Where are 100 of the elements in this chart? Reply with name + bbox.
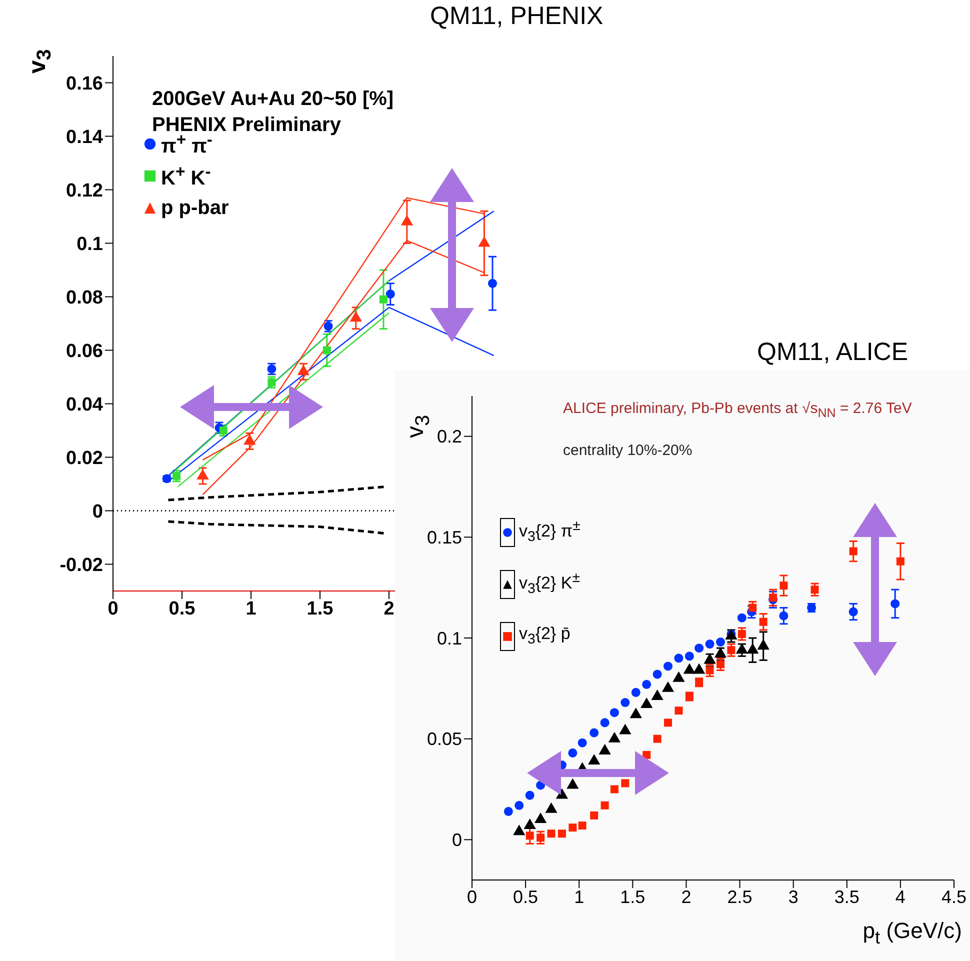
point: [322, 346, 331, 354]
point: [738, 630, 746, 638]
x-tick-label: 0.5: [513, 886, 538, 907]
point: [558, 830, 566, 838]
point: [610, 708, 619, 718]
point: [768, 594, 777, 602]
legend-label: v$_{3}${2} π$^{±}$: [519, 518, 580, 546]
point: [400, 214, 414, 226]
point: [386, 290, 395, 299]
y-tick-label: 0: [92, 501, 103, 522]
point: [694, 644, 704, 653]
y-tick-label: 0.16: [66, 73, 103, 94]
point: [488, 278, 498, 288]
point: [556, 788, 568, 799]
point: [684, 652, 694, 661]
point: [545, 802, 558, 813]
point: [727, 646, 736, 654]
x-tick-label: 1.5: [620, 886, 646, 907]
point: [652, 670, 662, 679]
x-tick-label: 3: [788, 886, 798, 907]
point: [683, 663, 696, 674]
point: [705, 640, 714, 649]
point: [664, 718, 672, 727]
point: [297, 364, 310, 376]
point: [674, 654, 684, 663]
x-tick-label: 2: [681, 886, 692, 907]
annotation: ALICE preliminary, Pb-Pb events at √s$_{NN}$ = 2.76 TeV: [563, 400, 912, 420]
chart-title: QM11, PHENIX: [430, 2, 604, 31]
point: [848, 607, 858, 616]
point: [350, 311, 362, 322]
point: [578, 822, 586, 830]
point: [600, 718, 610, 728]
y-tick-label: 0.08: [66, 287, 103, 308]
point: [779, 611, 788, 620]
point: [642, 680, 652, 689]
x-tick-label: 4: [895, 886, 906, 907]
point: [672, 671, 685, 682]
point: [590, 728, 599, 738]
point: [478, 236, 490, 247]
x-tick-label: 3.5: [834, 886, 860, 907]
point: [379, 295, 388, 304]
point: [526, 832, 534, 840]
x-tick-label: 4.5: [941, 886, 967, 907]
y-tick-label: 0.06: [66, 340, 103, 362]
point: [630, 708, 642, 718]
point: [631, 688, 640, 697]
point: [536, 834, 545, 842]
point: [619, 724, 632, 734]
point: [621, 779, 630, 788]
point: [600, 801, 609, 810]
point: [896, 557, 904, 566]
y-tick-label: -0.02: [60, 554, 103, 576]
x-axis-title: p$_{t}$ (GeV/c): [862, 918, 962, 948]
point: [890, 599, 900, 608]
y-tick-label: 0.14: [66, 126, 104, 148]
y-tick-label: 0.2: [436, 426, 462, 447]
legend-label: v$_{3}${2} K$^{±}$: [519, 570, 580, 598]
point: [219, 426, 228, 434]
y-tick-label: 0.02: [66, 448, 103, 469]
x-tick-label: 0: [108, 598, 118, 620]
point: [692, 663, 706, 674]
x-tick-label: 1: [574, 886, 584, 907]
point: [608, 732, 621, 742]
point: [664, 662, 673, 671]
point: [849, 547, 858, 556]
x-tick-label: 2: [384, 598, 394, 620]
point: [653, 734, 662, 743]
point: [513, 824, 526, 836]
point: [737, 613, 746, 622]
x-tick-label: 0.5: [168, 598, 196, 620]
chart-title: QM11, ALICE: [757, 338, 908, 367]
point: [568, 824, 577, 832]
y-tick-label: 0.05: [426, 729, 462, 750]
y-tick-label: 0.1: [76, 234, 104, 255]
x-tick-label: 1.5: [306, 598, 334, 620]
point: [810, 586, 819, 594]
point: [534, 812, 547, 824]
y-tick-label: 0.04: [66, 394, 104, 416]
point: [610, 785, 618, 794]
y-tick-label: 0.12: [66, 180, 103, 202]
annotation: 200GeV Au+Au 20~50 [%]: [152, 88, 394, 111]
point: [590, 811, 598, 820]
point: [757, 639, 770, 650]
x-tick-label: 2.5: [727, 886, 752, 907]
point: [524, 818, 536, 830]
point: [547, 830, 556, 838]
x-tick-label: 1: [246, 598, 257, 620]
y-tick-label: 0.15: [426, 528, 462, 548]
point: [704, 653, 716, 664]
point: [514, 800, 524, 810]
point: [525, 790, 534, 800]
point: [759, 618, 768, 626]
point: [716, 638, 726, 647]
legend-label: K$^{+}$ K$^{-}$: [161, 162, 211, 190]
point: [674, 706, 683, 715]
point: [640, 698, 653, 708]
point: [716, 660, 724, 668]
point: [598, 744, 611, 754]
point: [746, 643, 759, 654]
point: [620, 698, 630, 708]
